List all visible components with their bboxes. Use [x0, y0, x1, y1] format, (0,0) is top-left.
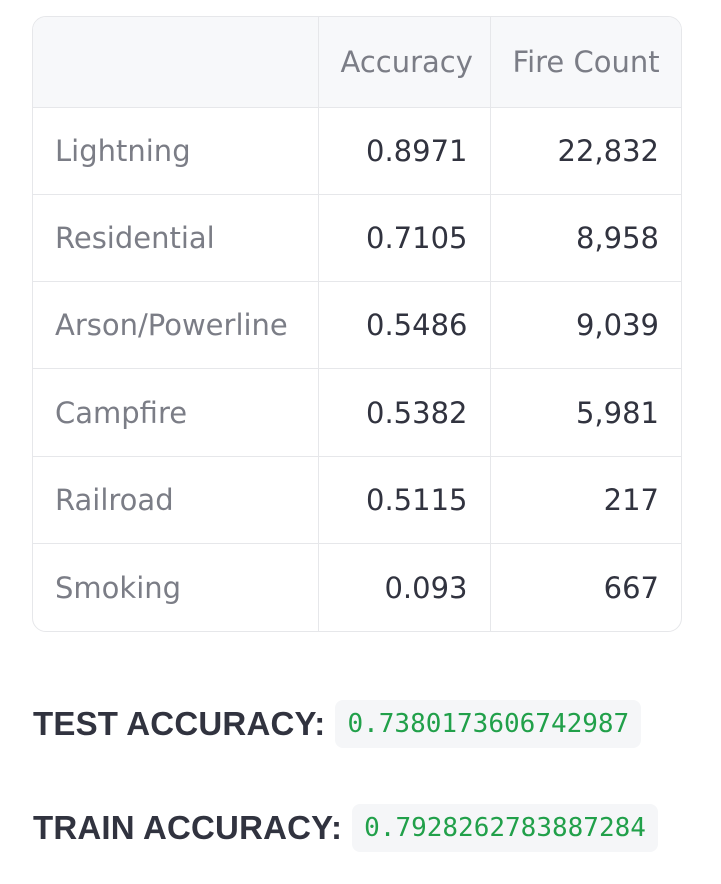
table-row: Campfire 0.5382 5,981 — [33, 368, 681, 457]
test-accuracy-label: TEST ACCURACY: — [33, 705, 326, 742]
accuracy-cell: 0.7105 — [318, 194, 491, 283]
train-accuracy-value: 0.7928262783887284 — [352, 804, 658, 852]
row-label: Residential — [33, 194, 319, 283]
fire-count-cell: 8,958 — [490, 194, 681, 283]
table-row: Arson/Powerline 0.5486 9,039 — [33, 281, 681, 370]
table-row: Residential 0.7105 8,958 — [33, 194, 681, 283]
row-label: Railroad — [33, 456, 319, 545]
accuracy-cell: 0.8971 — [318, 107, 491, 195]
column-header-fire-count[interactable]: Fire Count — [490, 17, 681, 108]
row-label: Smoking — [33, 543, 319, 631]
test-accuracy-value: 0.7380173606742987 — [335, 700, 642, 748]
fire-count-cell: 5,981 — [490, 368, 681, 457]
accuracy-cell: 0.5382 — [318, 368, 491, 457]
column-header-index[interactable] — [33, 17, 319, 108]
accuracy-table: Accuracy Fire Count Lightning 0.8971 22,… — [33, 17, 681, 631]
train-accuracy-label: TRAIN ACCURACY: — [33, 809, 343, 846]
row-label: Arson/Powerline — [33, 281, 319, 370]
accuracy-cell: 0.093 — [318, 543, 491, 631]
fire-count-cell: 667 — [603, 570, 659, 605]
row-label: Lightning — [33, 107, 319, 195]
column-header-accuracy[interactable]: Accuracy — [318, 17, 491, 108]
accuracy-cell: 0.5115 — [318, 456, 491, 545]
table-row: Lightning 0.8971 22,832 — [33, 107, 681, 195]
table-row: Railroad 0.5115 217 — [33, 456, 681, 545]
table-header-row: Accuracy Fire Count — [33, 17, 681, 108]
fire-count-cell: 9,039 — [490, 281, 681, 370]
accuracy-cell: 0.5486 — [318, 281, 491, 370]
row-label: Campfire — [33, 368, 319, 457]
results-table-container: Accuracy Fire Count Lightning 0.8971 22,… — [32, 16, 682, 632]
train-accuracy-metric: TRAIN ACCURACY: 0.7928262783887284 — [33, 804, 658, 852]
test-accuracy-metric: TEST ACCURACY: 0.7380173606742987 — [33, 700, 642, 748]
table-row: Smoking 0.093 667 — [33, 543, 681, 631]
fire-count-cell: 217 — [490, 456, 681, 545]
fire-count-cell: 22,832 — [490, 107, 681, 195]
